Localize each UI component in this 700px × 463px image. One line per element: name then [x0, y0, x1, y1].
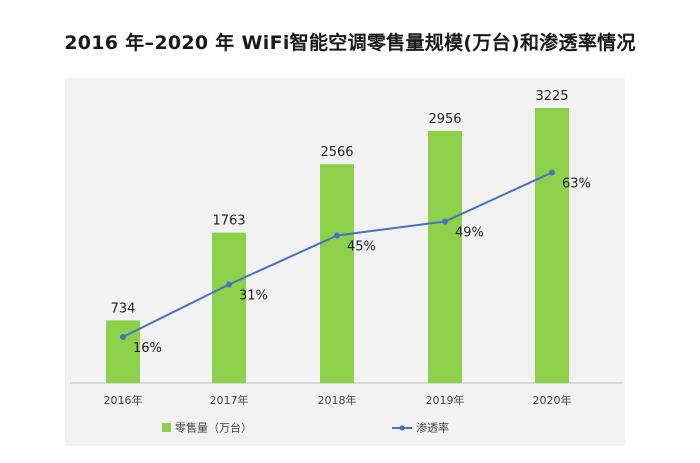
bar-value-label-2: 2566	[320, 145, 353, 160]
line-point-3	[442, 218, 448, 225]
x-tick-label-0: 2016年	[104, 393, 143, 407]
bar-1	[212, 232, 246, 383]
legend-line-label: 渗透率	[416, 421, 449, 435]
line-value-label-1: 31%	[239, 289, 268, 304]
bar-value-label-3: 2956	[428, 112, 461, 127]
line-value-label-0: 16%	[133, 341, 162, 356]
x-tick-label-2: 2018年	[318, 393, 357, 407]
line-point-2	[334, 232, 340, 239]
bar-4	[535, 108, 569, 383]
bar-value-label-1: 1763	[212, 214, 245, 229]
chart-title: 2016 年–2020 年 WiFi智能空调零售量规模(万台)和渗透率情况	[64, 32, 636, 54]
legend-bar-label: 零售量（万台）	[175, 421, 252, 435]
line-value-label-3: 49%	[455, 226, 484, 241]
line-point-4	[549, 169, 555, 176]
bar-2	[320, 164, 354, 383]
legend-line-marker	[399, 425, 405, 431]
line-point-0	[120, 334, 126, 340]
bar-3	[428, 130, 462, 383]
bar-value-label-4: 3225	[535, 89, 568, 104]
line-value-label-4: 63%	[562, 177, 591, 192]
x-tick-label-3: 2019年	[426, 393, 465, 407]
x-tick-label-1: 2017年	[210, 393, 249, 407]
line-value-label-2: 45%	[347, 240, 376, 255]
x-tick-label-4: 2020年	[533, 393, 572, 407]
bar-value-label-0: 734	[111, 301, 136, 316]
legend-bar-swatch	[162, 423, 171, 432]
line-point-1	[226, 281, 232, 288]
